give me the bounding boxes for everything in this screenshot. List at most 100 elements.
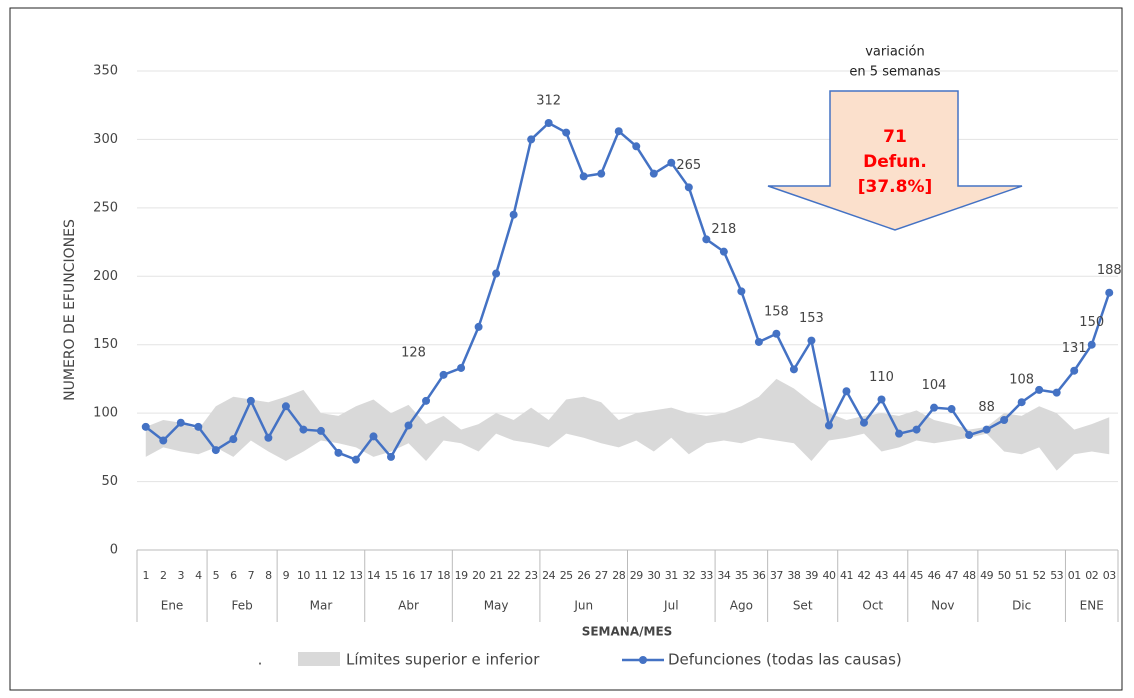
point: [299, 425, 308, 434]
data-label: 150: [1079, 315, 1104, 330]
group-label: Nov: [931, 599, 954, 613]
x-tick-label: 32: [682, 569, 695, 582]
point: [772, 329, 781, 338]
y-tick-label: 250: [93, 200, 118, 215]
annotation-body: [37.8%]: [858, 177, 933, 197]
point: [387, 452, 396, 461]
x-tick-label: 31: [665, 569, 678, 582]
point: [176, 418, 185, 427]
x-tick-label: 41: [840, 569, 853, 582]
data-label: 131: [1062, 341, 1087, 356]
point: [1035, 385, 1044, 394]
y-axis-title: NUMERO DE EFUNCIONES: [62, 219, 78, 401]
point: [789, 365, 798, 374]
point: [859, 418, 868, 427]
x-tick-label: 01: [1068, 569, 1081, 582]
x-tick-label: 02: [1085, 569, 1098, 582]
annotation-body: 71: [883, 127, 907, 147]
point: [737, 287, 746, 296]
annotation-body: Defun.: [863, 152, 927, 172]
point: [334, 448, 343, 457]
group-label: ENE: [1080, 599, 1104, 613]
point: [351, 455, 360, 464]
point: [264, 433, 273, 442]
point: [1017, 398, 1026, 407]
group-label: Mar: [310, 599, 333, 613]
x-tick-label: 24: [542, 569, 555, 582]
x-tick-label: 45: [910, 569, 923, 582]
point: [141, 422, 150, 431]
point: [649, 169, 658, 178]
x-tick-label: 5: [213, 569, 220, 582]
legend-prefix: .: [258, 651, 263, 669]
x-tick-label: 38: [787, 569, 800, 582]
group-label: Ene: [161, 599, 184, 613]
point: [1052, 388, 1061, 397]
legend-label: Límites superior e inferior: [346, 651, 540, 669]
arrow: [767, 90, 1023, 231]
x-tick-label: 14: [367, 569, 380, 582]
point: [544, 119, 553, 128]
data-label: 104: [922, 378, 947, 393]
point: [211, 446, 220, 455]
point: [579, 172, 588, 181]
data-label: 108: [1009, 373, 1034, 388]
group-label: Ago: [730, 599, 753, 613]
x-tick-label: 26: [577, 569, 590, 582]
point: [1000, 415, 1009, 424]
data-label: 153: [799, 311, 824, 326]
x-tick-label: 35: [735, 569, 748, 582]
point: [509, 210, 518, 219]
point: [369, 432, 378, 441]
point: [159, 436, 168, 445]
point: [982, 425, 991, 434]
x-tick-label: 03: [1103, 569, 1116, 582]
annotation-header: en 5 semanas: [849, 65, 940, 80]
point: [632, 142, 641, 151]
point: [947, 405, 956, 414]
x-tick-label: 29: [630, 569, 643, 582]
x-tick-label: 51: [1015, 569, 1028, 582]
x-tick-label: 50: [998, 569, 1011, 582]
group-label: Dic: [1012, 599, 1031, 613]
x-tick-label: 30: [647, 569, 660, 582]
x-tick-label: 43: [875, 569, 888, 582]
x-tick-label: 49: [980, 569, 993, 582]
x-tick-label: 39: [805, 569, 818, 582]
legend-swatch: [639, 656, 647, 664]
point: [246, 396, 255, 405]
point: [439, 370, 448, 379]
x-tick-label: 27: [595, 569, 608, 582]
x-axis-title: SEMANA/MES: [582, 625, 673, 639]
x-tick-label: 13: [349, 569, 362, 582]
annotation-header: variación: [865, 45, 925, 60]
group-label: May: [484, 599, 509, 613]
point: [404, 421, 413, 430]
x-tick-label: 18: [437, 569, 450, 582]
x-tick-label: 3: [178, 569, 185, 582]
x-tick-label: 22: [507, 569, 520, 582]
y-tick-label: 350: [93, 64, 118, 79]
point: [1087, 340, 1096, 349]
y-tick-label: 150: [93, 337, 118, 352]
data-label: 110: [869, 370, 894, 385]
y-tick-label: 200: [93, 269, 118, 284]
x-tick-label: 47: [945, 569, 958, 582]
x-tick-label: 6: [230, 569, 237, 582]
point: [824, 421, 833, 430]
data-label: 265: [676, 158, 701, 173]
x-tick-label: 42: [857, 569, 870, 582]
point: [842, 387, 851, 396]
legend-label: Defunciones (todas las causas): [668, 651, 902, 669]
y-tick-label: 50: [101, 474, 118, 489]
data-label: 312: [536, 94, 561, 109]
x-tick-label: 21: [490, 569, 503, 582]
point: [316, 426, 325, 435]
x-tick-label: 44: [893, 569, 906, 582]
x-tick-label: 36: [752, 569, 765, 582]
point: [527, 135, 536, 144]
x-tick-label: 53: [1050, 569, 1063, 582]
data-label: 128: [401, 345, 426, 360]
legend-swatch: [298, 652, 340, 666]
point: [807, 336, 816, 345]
